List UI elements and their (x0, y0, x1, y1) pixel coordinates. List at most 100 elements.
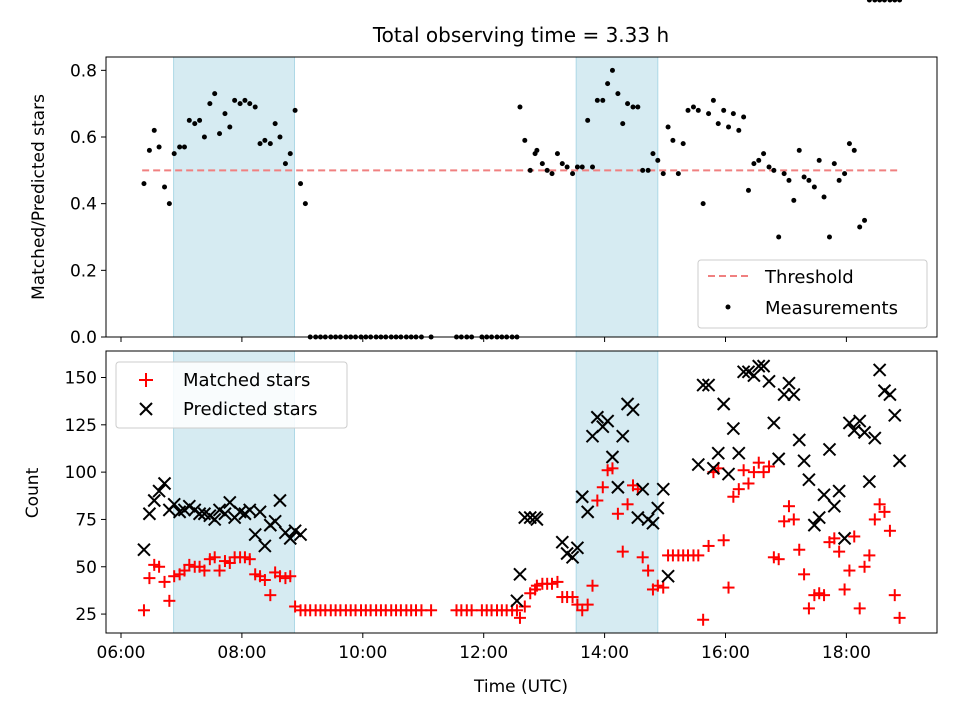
matched-star-marker (642, 564, 655, 577)
measurement-point (695, 107, 701, 113)
measurement-point (761, 151, 767, 157)
shaded-interval (173, 56, 295, 338)
measurement-point (242, 97, 248, 103)
matched-star-marker (616, 545, 629, 558)
measurement-point (544, 167, 550, 173)
measurement-point (635, 104, 641, 110)
measurement-point (146, 147, 152, 153)
matched-star-marker (873, 498, 886, 511)
predicted-star-marker (626, 402, 640, 417)
matched-star-marker (732, 483, 745, 496)
matched-star-marker (264, 589, 277, 602)
matched-star-marker (465, 604, 478, 617)
measurement-point (690, 104, 696, 110)
measurement-point (630, 104, 636, 110)
predicted-star-marker (752, 359, 766, 373)
measurement-point (862, 217, 868, 223)
measurement-point (282, 161, 288, 167)
measurement-point (272, 121, 278, 127)
measurement-point (177, 144, 183, 150)
predicted-star-marker (822, 442, 837, 457)
matched-star-marker (168, 570, 181, 583)
matched-star-marker (752, 456, 765, 469)
measurement-point (680, 141, 686, 147)
matched-star-marker (692, 549, 705, 562)
predicted-star-marker (787, 387, 801, 402)
measurement-point (887, 0, 893, 3)
predicted-star-marker (147, 493, 161, 508)
matched-star-marker (137, 604, 150, 617)
matched-star-marker (843, 564, 856, 577)
matched-star-marker (606, 462, 619, 475)
bottom-legend-box (115, 361, 348, 429)
matched-star-marker (828, 532, 841, 545)
predicted-star-marker (797, 454, 811, 468)
measurement-point (796, 147, 802, 153)
predicted-star-marker (565, 550, 580, 565)
predicted-star-marker (530, 512, 544, 527)
predicted-star-marker (616, 429, 630, 443)
measurement-point (600, 97, 606, 103)
predicted-star-marker (580, 505, 595, 519)
matched-star-marker (581, 598, 594, 611)
predicted-star-marker (268, 514, 282, 529)
predicted-star-marker (283, 531, 297, 546)
measurement-point (181, 144, 187, 150)
predicted-star-marker (817, 488, 831, 502)
predicted-star-marker (167, 497, 181, 512)
measurement-point (192, 121, 198, 127)
measurement-point (267, 141, 273, 147)
predicted-star-marker (832, 484, 846, 498)
y-tick-label: 0.2 (70, 261, 97, 281)
measurement-point (771, 167, 777, 173)
predicted-star-marker (771, 452, 786, 466)
matched-legend-swatch (139, 373, 153, 387)
predicted-star-marker (207, 512, 222, 527)
measurement-point (715, 121, 721, 127)
measurement-point (549, 171, 555, 177)
matched-star-marker (757, 466, 770, 479)
measurement-point (842, 171, 848, 177)
matched-star-marker (566, 591, 579, 604)
measurement-point (222, 111, 228, 117)
y-tick-label: 150 (65, 368, 97, 388)
measurement-point (247, 101, 253, 107)
measurement-point (522, 137, 528, 143)
matched-star-marker (782, 500, 795, 513)
top-panel: Total observing time = 3.33 h 0.00.20.40… (29, 0, 938, 348)
measurement-point (141, 181, 147, 187)
measurement-point (685, 107, 691, 113)
matched-star-marker (596, 481, 609, 494)
measurement-point (594, 97, 600, 103)
predicted-star-marker (218, 507, 232, 521)
predicted-star-marker (590, 410, 605, 424)
measurement-point (201, 134, 207, 140)
measurement-point (605, 81, 611, 87)
measurement-point (786, 177, 792, 183)
matched-star-marker (586, 579, 599, 592)
predicted-star-marker (518, 510, 532, 525)
measurement-point (846, 141, 852, 147)
top-y-axis-label: Matched/Predicted stars (29, 94, 49, 300)
predicted-star-marker (696, 378, 710, 392)
x-tick-label: 12:00 (459, 643, 508, 663)
matched-star-marker (818, 589, 831, 602)
matched-star-marker (888, 589, 901, 602)
measurement-point (197, 117, 203, 123)
measurement-point (766, 164, 772, 170)
predicted-star-marker (253, 505, 267, 519)
measurement-point (517, 104, 523, 110)
predicted-star-marker (711, 446, 725, 460)
predicted-star-marker (258, 539, 272, 553)
measurement-point (262, 137, 268, 143)
measurement-point (171, 151, 177, 157)
measurement-point (801, 174, 807, 180)
measurements-legend-swatch (725, 304, 731, 310)
matched-star-marker (798, 568, 811, 581)
y-tick-label: 0.0 (70, 328, 97, 348)
predicted-star-marker (892, 454, 907, 468)
matched-star-marker (717, 534, 730, 547)
predicted-stars-points (137, 359, 907, 608)
top-y-ticks: 0.0 0.2 0.4 0.6 0.8 (70, 61, 106, 348)
